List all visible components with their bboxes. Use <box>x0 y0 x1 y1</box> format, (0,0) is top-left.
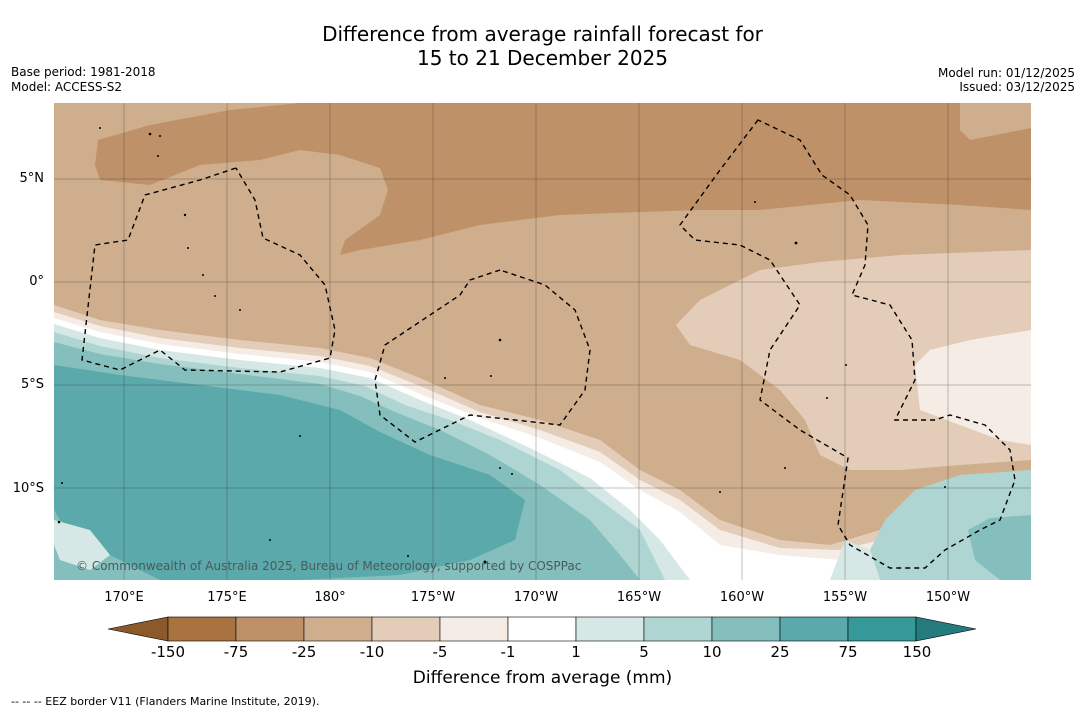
colorbar-tick: 75 <box>838 643 858 661</box>
meta-left: Base period: 1981-2018 Model: ACCESS-S2 <box>11 65 156 95</box>
lat-label: 5°S <box>20 377 44 392</box>
map-title: Difference from average rainfall forecas… <box>0 22 1085 70</box>
model-run: Model run: 01/12/2025 <box>937 66 1075 80</box>
colorbar-tick: 10 <box>702 643 722 661</box>
copyright-notice: © Commonwealth of Australia 2025, Bureau… <box>76 559 582 573</box>
lon-label: 170°E <box>104 590 144 605</box>
colorbar-tick: 5 <box>639 643 649 661</box>
islands <box>57 127 946 564</box>
colorbar-bin <box>371 616 441 642</box>
colorbar-bin <box>507 616 577 642</box>
title-line-1: Difference from average rainfall forecas… <box>322 22 763 46</box>
colorbar-bin <box>167 616 237 642</box>
lon-label: 175°E <box>207 590 247 605</box>
issued-date: Issued: 03/12/2025 <box>959 80 1075 94</box>
lon-label: 165°W <box>616 590 662 605</box>
model-name: Model: ACCESS-S2 <box>11 80 123 94</box>
lon-label: 170°W <box>513 590 559 605</box>
title-line-2: 15 to 21 December 2025 <box>416 46 668 70</box>
colorbar-extend-low <box>107 616 169 642</box>
colorbar-bin <box>575 616 645 642</box>
lat-label: 10°S <box>12 481 44 496</box>
eez-legend: -- -- -- EEZ border V11 (Flanders Marine… <box>11 695 320 708</box>
lat-label: 0° <box>29 274 44 289</box>
lat-label: 5°N <box>19 171 45 186</box>
colorbar-bin <box>847 616 917 642</box>
colorbar-bin <box>643 616 713 642</box>
lon-label: 160°W <box>719 590 765 605</box>
colorbar-bin <box>303 616 373 642</box>
colorbar-tick: -1 <box>500 643 516 661</box>
map-field <box>54 103 1031 580</box>
base-period: Base period: 1981-2018 <box>11 65 156 79</box>
colorbar-tick: -75 <box>223 643 249 661</box>
colorbar-bin <box>439 616 509 642</box>
colorbar-extend-high <box>915 616 977 642</box>
colorbar-tick: 150 <box>902 643 932 661</box>
colorbar-bin <box>779 616 849 642</box>
colorbar-tick: -10 <box>359 643 385 661</box>
gridlines <box>54 103 1031 580</box>
colorbar-bin <box>711 616 781 642</box>
lon-label: 150°W <box>925 590 971 605</box>
colorbar-tick: -25 <box>291 643 317 661</box>
meta-right: Model run: 01/12/2025 Issued: 03/12/2025 <box>938 66 1075 94</box>
colorbar-tick: 1 <box>571 643 581 661</box>
colorbar-bin <box>235 616 305 642</box>
colorbar-tick: -5 <box>432 643 448 661</box>
colorbar-tick: 25 <box>770 643 790 661</box>
lon-label: 175°W <box>410 590 456 605</box>
eez-borders <box>81 119 1016 569</box>
lon-label: 180° <box>314 590 346 605</box>
colorbar-title: Difference from average (mm) <box>412 668 673 688</box>
colorbar <box>107 616 977 642</box>
colorbar-tick: -150 <box>150 643 186 661</box>
lon-label: 155°W <box>822 590 868 605</box>
